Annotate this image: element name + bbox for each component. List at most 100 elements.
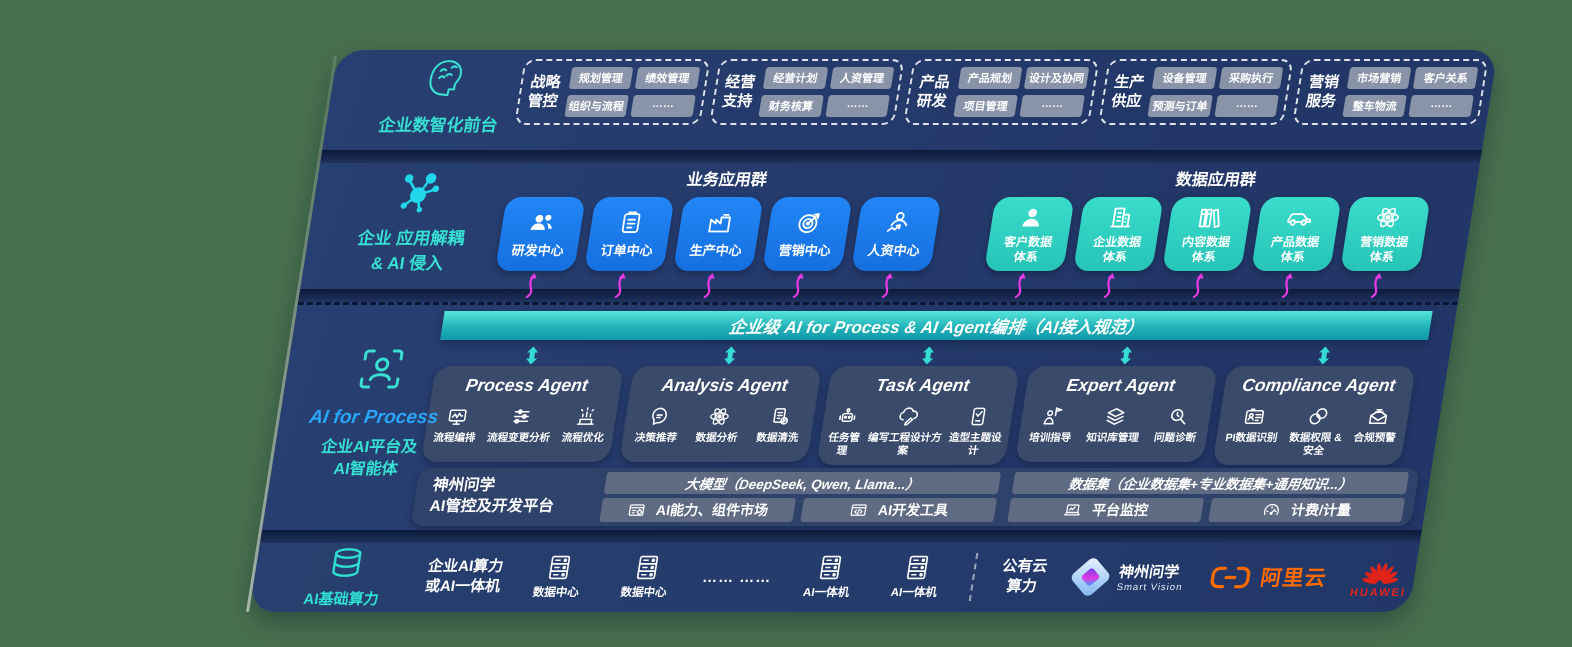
front-group-strategy: 战略管控 规划管理 绩效管理 组织与流程 ……	[514, 59, 711, 125]
aliyun-bracket-icon	[1210, 566, 1251, 588]
books-icon	[1194, 204, 1225, 231]
infra-layer-title: AI基础算力	[302, 591, 380, 608]
magenta-flow-arrow	[1014, 273, 1026, 298]
platform-panel: 神州问学 AI管控及开发平台 大模型（DeepSeek, Qwen, Llama…	[410, 468, 1420, 526]
orchestration-bar-label: 企业级 AI for Process & AI Agent编排（AI接入规范）	[727, 318, 1145, 337]
front-group-item-pill: ……	[825, 95, 891, 117]
agent-items: PI数据识别 数据权限 & 安全 合规预警	[1217, 405, 1405, 458]
front-group-item-pill: 财务核算	[758, 95, 824, 117]
agents-row: Process Agent 流程编排 流程变更分析	[420, 346, 1419, 466]
aliyun-name: 阿里云	[1258, 567, 1329, 590]
target-icon	[794, 209, 825, 236]
magenta-flow-arrow	[1192, 273, 1204, 298]
business-app-box: 订单中心	[583, 197, 675, 271]
app-box-label: 研发中心	[510, 243, 565, 258]
ai-layer-title: AI for Process	[307, 407, 440, 428]
magenta-flow-arrow	[703, 273, 715, 298]
front-groups: 战略管控 规划管理 绩效管理 组织与流程 …… 经营支持 经营计划 人资管理 财…	[514, 59, 1489, 125]
magenta-flow-arrow	[614, 273, 626, 298]
agent-item: 合规预警	[1352, 405, 1400, 445]
business-app-box: 研发中心	[494, 197, 586, 271]
dashed-separator	[297, 302, 1459, 305]
app-layer-band: 业务应用群 研发中心 订单中心	[300, 163, 1481, 298]
devtools-icon	[848, 501, 870, 520]
agent-item: 数据权限 & 安全	[1286, 405, 1347, 458]
teal-double-arrow-icon	[921, 346, 934, 365]
smartvision-diamond-icon	[1069, 555, 1112, 599]
agent-item: 编写工程设计方案	[862, 405, 949, 458]
atom-icon	[1372, 204, 1403, 231]
app-cell: 订单中心	[580, 197, 675, 298]
idcard-icon	[1242, 405, 1269, 428]
front-group-item-pill: 预测与订单	[1147, 95, 1213, 117]
app-cell: 人资中心	[847, 197, 942, 298]
shelf-divider	[259, 530, 1422, 543]
huawei-logo: HUAWEI	[1349, 556, 1412, 599]
front-group-item-pill: 项目管理	[953, 95, 1019, 117]
front-group-pills: 设备管理 采购执行 预测与订单 ……	[1147, 67, 1284, 117]
data-app-row: 客户数据体系 企业数据体系	[980, 197, 1431, 298]
enterprise-compute-label: 企业AI算力 或AI一体机	[423, 557, 505, 595]
app-box-label: 内容数据体系	[1180, 235, 1232, 264]
magenta-flow-arrow	[1370, 273, 1382, 298]
app-box-label: 企业数据体系	[1091, 235, 1143, 264]
platform-cell-devtools: AI开发工具	[800, 498, 998, 522]
infra-layer-label: AI基础算力	[279, 547, 409, 609]
app-cell: 企业数据体系	[1069, 197, 1164, 298]
app-layer-title-line1: 企业 应用解耦	[356, 229, 467, 248]
app-cell: 研发中心	[491, 197, 586, 298]
app-cell: 产品数据体系	[1247, 197, 1342, 298]
business-app-row: 研发中心 订单中心	[491, 197, 942, 298]
front-group-item-pill: 整车物流	[1342, 95, 1408, 117]
agent-title: Compliance Agent	[1240, 375, 1398, 395]
agent-item: PI数据识别	[1224, 405, 1282, 445]
business-app-group: 业务应用群 研发中心 订单中心	[491, 166, 947, 298]
front-group-item-pill: 设计及协同	[1024, 67, 1090, 89]
layers-icon	[1103, 405, 1130, 428]
smartvision-subtitle: Smart Vision	[1115, 582, 1184, 593]
agent-box-expert: Expert Agent 培训指导 知识库管理	[1014, 366, 1218, 462]
data-app-box: 内容数据体系	[1161, 197, 1253, 271]
platform-title: 神州问学 AI管控及开发平台	[422, 476, 593, 518]
teal-double-arrow-icon	[525, 346, 538, 365]
agent-box-analysis: Analysis Agent 决策推荐 数据分析	[618, 366, 822, 462]
front-group-item-pill: 规划管理	[568, 67, 634, 89]
datacenter-node: 数据中心	[524, 554, 593, 600]
agent-items: 培训指导 知识库管理 问题诊断	[1021, 405, 1207, 445]
platform-dataset-half: 数据集（企业数据集+专业数据集+通用知识...） 平台监控 计费/计量	[1007, 472, 1410, 522]
training-icon	[1040, 405, 1067, 428]
agent-title: Task Agent	[874, 375, 972, 395]
front-group-title: 生产供应	[1110, 73, 1146, 111]
front-group-item-pill: 采购执行	[1218, 67, 1284, 89]
agent-box-task: Task Agent 任务管理 编写工程设计方案	[816, 366, 1020, 466]
molecule-icon	[391, 170, 446, 214]
ai-layer-subtitle-line1: 企业AI平台及	[319, 439, 419, 456]
agent-box-process: Process Agent 流程编排 流程变更分析	[420, 366, 624, 462]
front-group-item-pill: ……	[1019, 95, 1085, 117]
platform-cell-billing: 计费/计量	[1208, 498, 1406, 522]
brain-head-icon	[420, 58, 469, 104]
teal-double-arrow-icon	[1119, 346, 1132, 365]
agent-item: 任务管理	[821, 405, 869, 458]
dashed-vertical-divider	[969, 553, 979, 601]
front-group-title: 营销服务	[1304, 73, 1341, 111]
front-group-item-pill: ……	[1214, 95, 1280, 117]
dataset-bar: 数据集（企业数据集+专业数据集+通用知识...）	[1011, 472, 1410, 494]
agent-item: 造型主题设计	[943, 405, 1010, 458]
data-app-box: 客户数据体系	[983, 197, 1075, 271]
data-app-box: 企业数据体系	[1072, 197, 1164, 271]
app-layer-label: 企业 应用解耦 & AI 侵入	[322, 170, 505, 276]
factory-icon	[705, 209, 736, 236]
teal-double-arrow-icon	[1317, 346, 1330, 365]
front-group-item-pill: 绩效管理	[634, 67, 700, 89]
front-group-product: 产品研发 产品规划 设计及协同 项目管理 ……	[903, 59, 1100, 125]
atom-icon	[707, 405, 734, 428]
platform-cells: AI能力、组件市场 AI开发工具	[599, 498, 998, 522]
database-icon	[326, 547, 367, 581]
magenta-flow-arrow	[881, 273, 893, 298]
teal-double-arrow-icon	[723, 346, 736, 365]
front-group-title: 经营支持	[720, 73, 757, 111]
car-icon	[1283, 204, 1314, 231]
front-group-pills: 经营计划 人资管理 财务核算 ……	[758, 67, 895, 117]
ai-layer-band: 企业级 AI for Process & AI Agent编排（AI接入规范） …	[261, 302, 1459, 530]
